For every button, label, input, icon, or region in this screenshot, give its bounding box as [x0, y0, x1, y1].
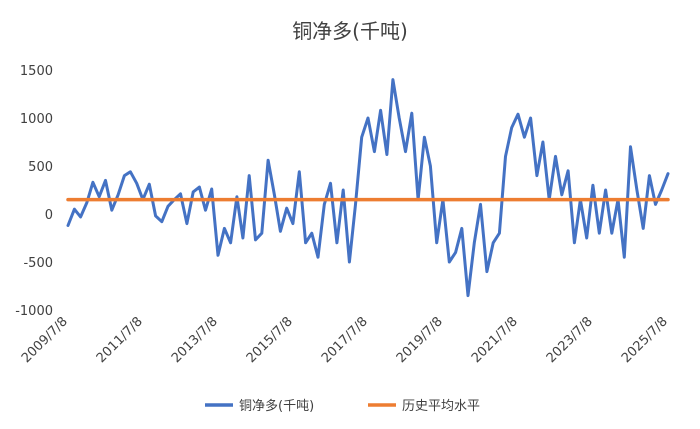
x-tick-label: 2011/7/8 [94, 314, 146, 366]
y-tick-label: 1000 [20, 112, 53, 127]
x-tick-label: 2023/7/8 [544, 314, 596, 366]
legend: 铜净多(千吨) 历史平均水平 [205, 398, 480, 414]
y-axis: 1500 1000 500 0 -500 -1000 [15, 64, 53, 319]
legend-label: 铜净多(千吨) [239, 398, 314, 414]
plot-area [66, 78, 670, 298]
y-tick-label: 1500 [20, 64, 53, 79]
x-tick-label: 2015/7/8 [244, 314, 296, 366]
legend-label: 历史平均水平 [402, 399, 480, 414]
chart-title: 铜净多(千吨) [292, 19, 408, 43]
x-tick-label: 2019/7/8 [394, 314, 446, 366]
x-tick-label: 2021/7/8 [469, 314, 521, 366]
x-tick-label: 2017/7/8 [319, 314, 371, 366]
y-tick-label: -1000 [15, 304, 53, 319]
y-tick-label: -500 [23, 256, 53, 271]
x-axis: 2009/7/8 2011/7/8 2013/7/8 2015/7/8 2017/7/8… [19, 314, 671, 366]
x-tick-label: 2009/7/8 [19, 314, 71, 366]
x-tick-label: 2025/7/8 [619, 314, 671, 366]
x-tick-label: 2013/7/8 [169, 314, 221, 366]
series-line-copper-net-long [66, 78, 670, 298]
y-tick-label: 500 [28, 160, 53, 175]
y-tick-label: 0 [45, 208, 53, 223]
